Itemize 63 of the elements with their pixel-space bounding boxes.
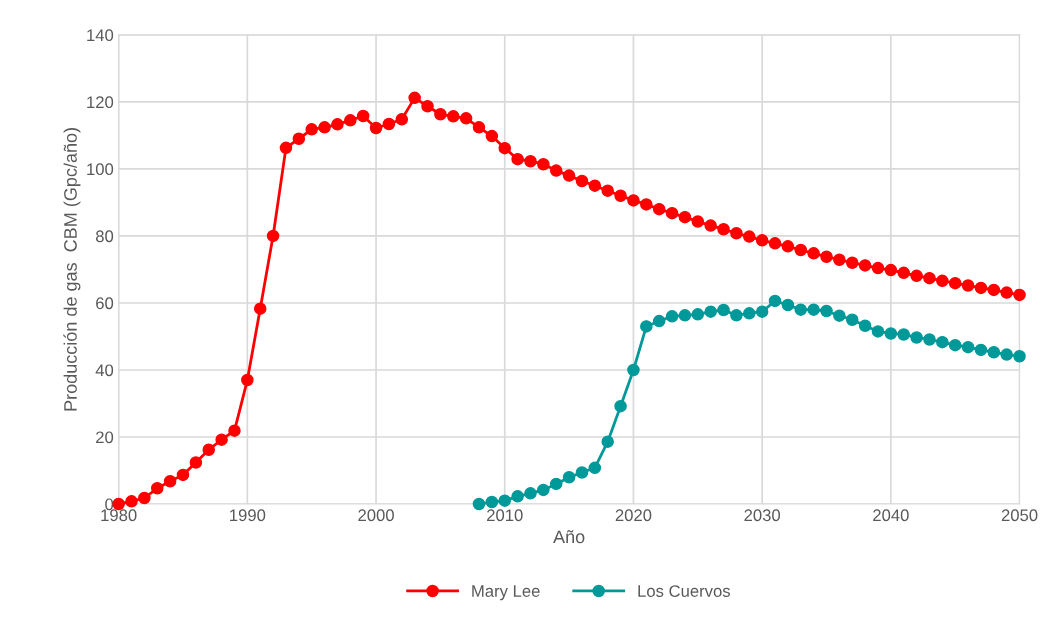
point bbox=[652, 314, 666, 328]
x-tick-label: 2040 bbox=[873, 509, 909, 522]
point bbox=[833, 309, 846, 322]
point bbox=[820, 304, 833, 318]
point bbox=[511, 490, 524, 503]
point bbox=[987, 345, 1001, 359]
point bbox=[704, 305, 717, 318]
point bbox=[743, 307, 756, 320]
point bbox=[871, 325, 885, 338]
point bbox=[923, 333, 936, 346]
point bbox=[884, 327, 898, 340]
y-tick-label: 20 bbox=[96, 431, 114, 444]
x-tick-label: 2020 bbox=[615, 509, 652, 522]
y-tick-label: 100 bbox=[87, 163, 114, 176]
y-tick-label: 140 bbox=[87, 29, 114, 42]
point bbox=[472, 497, 486, 511]
x-tick-label: 2050 bbox=[1001, 509, 1038, 522]
x-tick-label: 2030 bbox=[744, 509, 781, 522]
point bbox=[897, 328, 910, 341]
y-axis-title: Producción de gas CBM (Gpc/año) bbox=[63, 128, 81, 411]
point bbox=[961, 340, 975, 354]
point bbox=[794, 303, 808, 316]
point bbox=[665, 310, 679, 323]
point bbox=[691, 308, 705, 321]
legend-label: Mary Lee bbox=[472, 585, 540, 601]
point bbox=[678, 309, 692, 322]
point bbox=[549, 477, 563, 491]
point bbox=[1013, 349, 1026, 363]
y-tick-label: 120 bbox=[87, 96, 114, 109]
x-tick-label: 2000 bbox=[358, 509, 394, 522]
point bbox=[755, 305, 769, 318]
point bbox=[498, 494, 512, 507]
point bbox=[627, 363, 640, 377]
point bbox=[537, 483, 550, 497]
point bbox=[781, 298, 795, 312]
x-tick-label: 1990 bbox=[230, 509, 266, 522]
point bbox=[858, 319, 872, 332]
point bbox=[524, 487, 537, 500]
x-tick-label: 1980 bbox=[101, 509, 137, 522]
point bbox=[730, 309, 743, 322]
point bbox=[601, 435, 614, 448]
point bbox=[1000, 348, 1013, 361]
point bbox=[948, 338, 962, 352]
point bbox=[845, 313, 859, 326]
point bbox=[614, 399, 627, 413]
y-tick-label: 0 bbox=[105, 498, 114, 511]
x-axis-title: Año bbox=[553, 530, 585, 544]
point bbox=[588, 461, 602, 475]
legend-label: Los Cuervos bbox=[638, 585, 731, 597]
point bbox=[974, 343, 988, 357]
point bbox=[910, 331, 923, 344]
point bbox=[936, 335, 949, 349]
point bbox=[768, 294, 782, 308]
point bbox=[807, 303, 820, 316]
y-tick-label: 40 bbox=[95, 364, 114, 377]
point bbox=[485, 495, 499, 509]
y-tick-label: 60 bbox=[96, 297, 114, 310]
point bbox=[575, 466, 589, 479]
x-tick-label: 2010 bbox=[487, 509, 523, 522]
point bbox=[640, 320, 653, 333]
point bbox=[717, 303, 730, 317]
point bbox=[562, 470, 576, 484]
y-tick-label: 80 bbox=[95, 230, 114, 243]
